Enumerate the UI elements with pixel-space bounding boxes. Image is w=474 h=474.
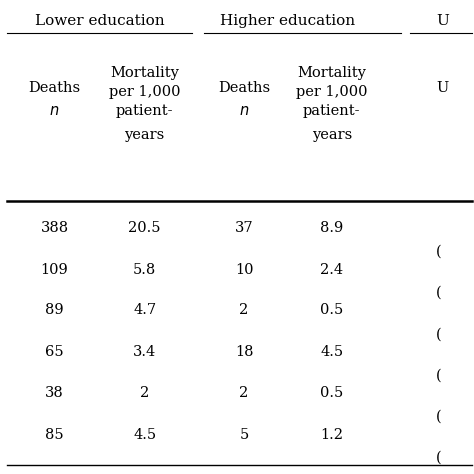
Text: 4.5: 4.5	[133, 428, 156, 442]
Text: 2: 2	[140, 386, 149, 401]
Text: 4.7: 4.7	[133, 303, 156, 318]
Text: (: (	[436, 244, 442, 258]
Text: 5.8: 5.8	[133, 263, 156, 277]
Text: (: (	[436, 368, 442, 383]
Text: 37: 37	[235, 220, 254, 235]
Text: patient-: patient-	[116, 104, 173, 118]
Text: 2.4: 2.4	[320, 263, 343, 277]
Text: (: (	[436, 327, 442, 341]
Text: U: U	[436, 81, 448, 95]
Text: U: U	[436, 14, 449, 28]
Text: $n$: $n$	[239, 104, 249, 118]
Text: 388: 388	[40, 220, 69, 235]
Text: 38: 38	[45, 386, 64, 401]
Text: Deaths: Deaths	[28, 81, 81, 95]
Text: 109: 109	[41, 263, 68, 277]
Text: per 1,000: per 1,000	[296, 85, 367, 100]
Text: 5: 5	[239, 428, 249, 442]
Text: Deaths: Deaths	[218, 81, 270, 95]
Text: $n$: $n$	[49, 104, 60, 118]
Text: 0.5: 0.5	[320, 303, 344, 318]
Text: Mortality: Mortality	[297, 66, 366, 81]
Text: 18: 18	[235, 345, 254, 359]
Text: patient-: patient-	[303, 104, 361, 118]
Text: 3.4: 3.4	[133, 345, 156, 359]
Text: years: years	[312, 128, 352, 142]
Text: (: (	[436, 286, 442, 300]
Text: 2: 2	[239, 303, 249, 318]
Text: 8.9: 8.9	[320, 220, 344, 235]
Text: 2: 2	[239, 386, 249, 401]
Text: 65: 65	[45, 345, 64, 359]
Text: (: (	[436, 450, 442, 465]
Text: Higher education: Higher education	[220, 14, 356, 28]
Text: per 1,000: per 1,000	[109, 85, 180, 100]
Text: Mortality: Mortality	[110, 66, 179, 81]
Text: 0.5: 0.5	[320, 386, 344, 401]
Text: Lower education: Lower education	[35, 14, 164, 28]
Text: 10: 10	[235, 263, 254, 277]
Text: 85: 85	[45, 428, 64, 442]
Text: 20.5: 20.5	[128, 220, 161, 235]
Text: 89: 89	[45, 303, 64, 318]
Text: 4.5: 4.5	[320, 345, 343, 359]
Text: 1.2: 1.2	[320, 428, 343, 442]
Text: years: years	[125, 128, 164, 142]
Text: (: (	[436, 410, 442, 424]
